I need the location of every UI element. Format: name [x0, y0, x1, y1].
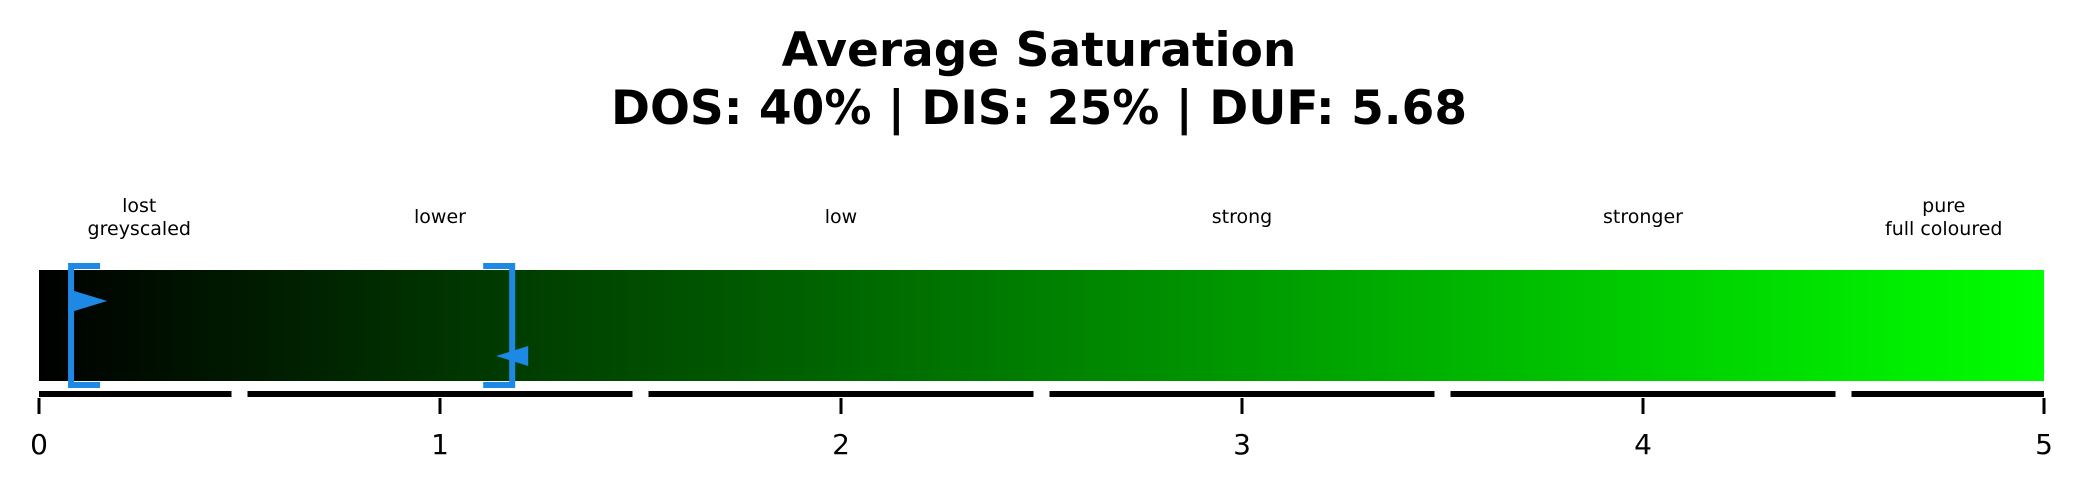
tick-label: 5: [2035, 428, 2053, 461]
x-axis: 0 1 2 3 4 5: [30, 398, 2053, 461]
category-label: full coloured: [1885, 218, 2003, 240]
category-label: stronger: [1603, 206, 1683, 228]
chart-subtitle: DOS: 40% | DIS: 25% | DUF: 5.68: [611, 81, 1467, 136]
category-label: pure: [1922, 195, 1965, 217]
chart-title: Average Saturation: [782, 23, 1297, 78]
range-bracket-left: [68, 263, 101, 388]
tick-label: 2: [832, 428, 850, 461]
range-bracket-right: [483, 263, 516, 388]
tick-label: 1: [431, 428, 449, 461]
category-label: lower: [414, 206, 466, 228]
category-label: strong: [1212, 206, 1272, 228]
tick-label: 3: [1233, 428, 1251, 461]
tick-label: 0: [30, 428, 48, 461]
category-label: greyscaled: [88, 218, 191, 240]
category-label: lost: [122, 195, 156, 217]
category-label: low: [825, 206, 857, 228]
saturation-gradient-bar: [39, 270, 2044, 381]
range-layer: [68, 263, 529, 388]
tick-label: 4: [1634, 428, 1652, 461]
marker-flag-high: [496, 346, 529, 366]
marker-flag-low: [71, 290, 108, 312]
